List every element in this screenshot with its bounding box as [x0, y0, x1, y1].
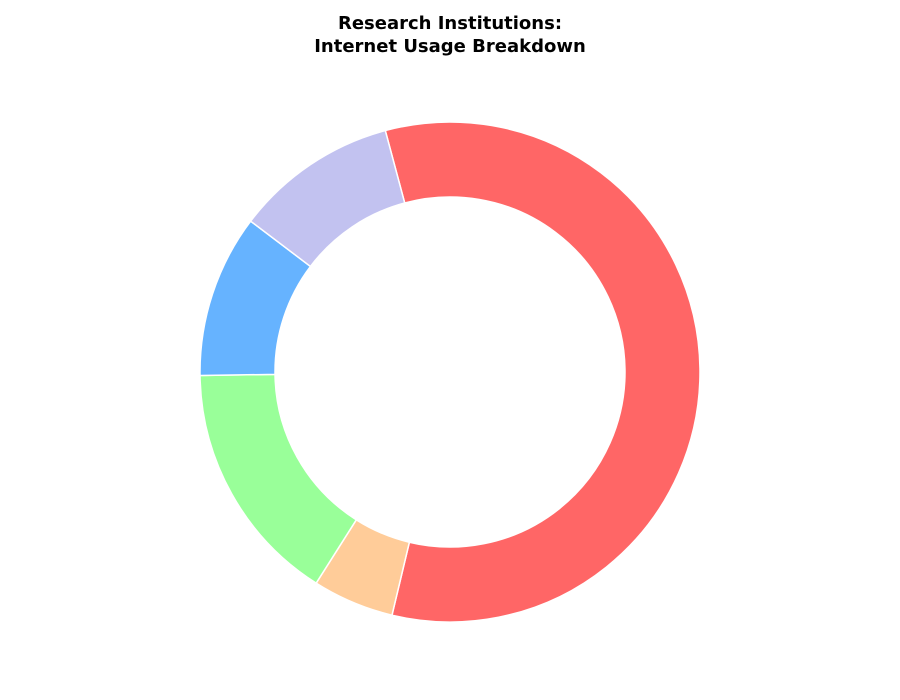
donut-slices [199, 121, 701, 623]
chart-title-line-2: Internet Usage Breakdown [314, 36, 586, 57]
donut-slice-5 [249, 129, 406, 268]
donut-slice-1 [384, 121, 701, 623]
chart-title-line-1: Research Institutions: [338, 13, 562, 34]
donut-slice-3 [199, 373, 358, 585]
